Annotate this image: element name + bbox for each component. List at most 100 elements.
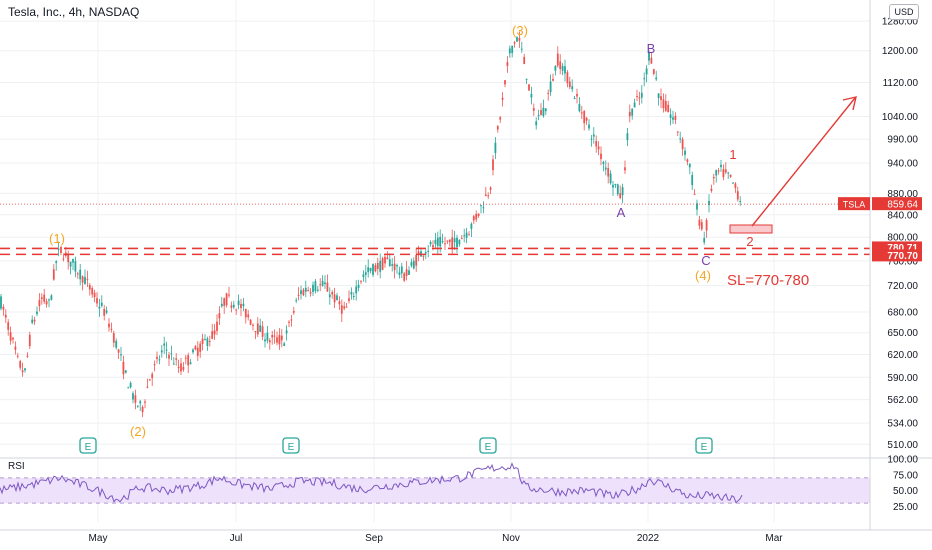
candle-body bbox=[592, 134, 595, 137]
candle-body bbox=[182, 367, 185, 370]
candle-body bbox=[187, 355, 190, 366]
candle-body bbox=[48, 299, 50, 301]
candle-body bbox=[588, 124, 590, 129]
candle-body bbox=[434, 239, 437, 245]
price-tick-label: 1280.00 bbox=[882, 17, 919, 28]
candle-body bbox=[729, 174, 732, 177]
candle-body bbox=[62, 258, 65, 260]
candle-body bbox=[513, 42, 516, 44]
candle-body bbox=[477, 213, 480, 217]
candle-body bbox=[314, 281, 317, 292]
candle-body bbox=[676, 131, 679, 133]
chart-title: Tesla, Inc., 4h, NASDAQ bbox=[8, 5, 140, 19]
candle-body bbox=[540, 110, 542, 116]
candle-body bbox=[192, 349, 194, 353]
candle-body bbox=[232, 304, 235, 308]
candle-body bbox=[705, 220, 708, 231]
candle-body bbox=[194, 346, 197, 350]
price-tick-label: 1200.00 bbox=[882, 46, 919, 57]
candle-body bbox=[108, 323, 110, 328]
candle-body bbox=[374, 265, 377, 272]
candle-body bbox=[547, 92, 550, 94]
candle-body bbox=[2, 306, 5, 310]
candle-body bbox=[355, 286, 358, 294]
candle-body bbox=[348, 298, 350, 302]
candle-body bbox=[415, 254, 418, 266]
candle-body bbox=[4, 314, 7, 318]
candle-body bbox=[669, 114, 672, 119]
candle-body bbox=[518, 37, 521, 41]
candle-body bbox=[24, 368, 26, 371]
wave-4-label: (4) bbox=[695, 268, 711, 283]
candle-body bbox=[57, 248, 60, 250]
candle-body bbox=[672, 117, 674, 120]
candle-body bbox=[285, 330, 288, 334]
candle-body bbox=[561, 66, 564, 71]
candle-body bbox=[424, 252, 427, 254]
x-tick-label: Nov bbox=[502, 533, 520, 544]
candle-body bbox=[72, 258, 74, 263]
earnings-marker-label: E bbox=[288, 442, 295, 453]
candle-body bbox=[405, 269, 408, 276]
x-tick-label: 2022 bbox=[637, 533, 660, 544]
last-price-label: 859.64 bbox=[887, 200, 918, 211]
price-tick-label: 620.00 bbox=[887, 350, 918, 361]
candle-body bbox=[412, 260, 415, 269]
currency-button[interactable]: USD bbox=[889, 4, 919, 20]
candle-body bbox=[360, 280, 362, 282]
candle-body bbox=[597, 146, 600, 150]
candle-body bbox=[590, 138, 593, 140]
candle-body bbox=[552, 78, 554, 81]
candle-body bbox=[600, 153, 602, 160]
candle-body bbox=[199, 343, 202, 352]
ticker-tag-label: TSLA bbox=[843, 200, 866, 210]
candle-body bbox=[724, 169, 727, 173]
candle-body bbox=[297, 294, 300, 296]
support-lines bbox=[0, 203, 870, 256]
candle-body bbox=[640, 92, 643, 98]
candle-body bbox=[595, 141, 598, 147]
candle-body bbox=[444, 243, 446, 245]
candle-body bbox=[732, 182, 734, 184]
candle-body bbox=[480, 205, 482, 207]
candle-body bbox=[211, 331, 214, 339]
candle-body bbox=[158, 359, 161, 361]
candle-body bbox=[352, 295, 355, 297]
rsi-band bbox=[0, 477, 870, 504]
price-tick-label: 562.00 bbox=[887, 395, 918, 406]
candle-body bbox=[504, 80, 506, 85]
candle-body bbox=[468, 234, 470, 236]
candle-body bbox=[607, 168, 610, 177]
candle-body bbox=[264, 339, 266, 342]
candle-body bbox=[710, 188, 713, 191]
candle-body bbox=[134, 395, 137, 403]
candle-body bbox=[700, 222, 703, 230]
candle-body bbox=[84, 276, 86, 285]
candle-body bbox=[499, 117, 502, 120]
candle-body bbox=[124, 370, 127, 373]
candle-body bbox=[230, 305, 233, 308]
candle-body bbox=[132, 393, 134, 400]
candle-body bbox=[300, 290, 302, 295]
candle-body bbox=[472, 216, 475, 221]
candle-body bbox=[448, 239, 451, 243]
candle-body bbox=[333, 294, 336, 303]
candle-body bbox=[31, 319, 34, 323]
candle-body bbox=[427, 250, 430, 252]
candle-body bbox=[12, 337, 14, 340]
candle-body bbox=[33, 319, 36, 322]
candle-body bbox=[417, 251, 420, 255]
candle-body bbox=[556, 53, 559, 66]
candle-body bbox=[254, 331, 257, 333]
candle-body bbox=[261, 326, 264, 337]
candle-body bbox=[252, 324, 254, 326]
candle-body bbox=[237, 300, 240, 306]
candle-body bbox=[38, 300, 41, 307]
candle-body bbox=[280, 335, 283, 341]
wave-1-minor-label: 1 bbox=[729, 147, 736, 162]
candle-body bbox=[736, 191, 739, 200]
candle-body bbox=[429, 241, 432, 245]
rsi-tick-label: 100.00 bbox=[887, 455, 918, 466]
candle-body bbox=[120, 354, 122, 356]
